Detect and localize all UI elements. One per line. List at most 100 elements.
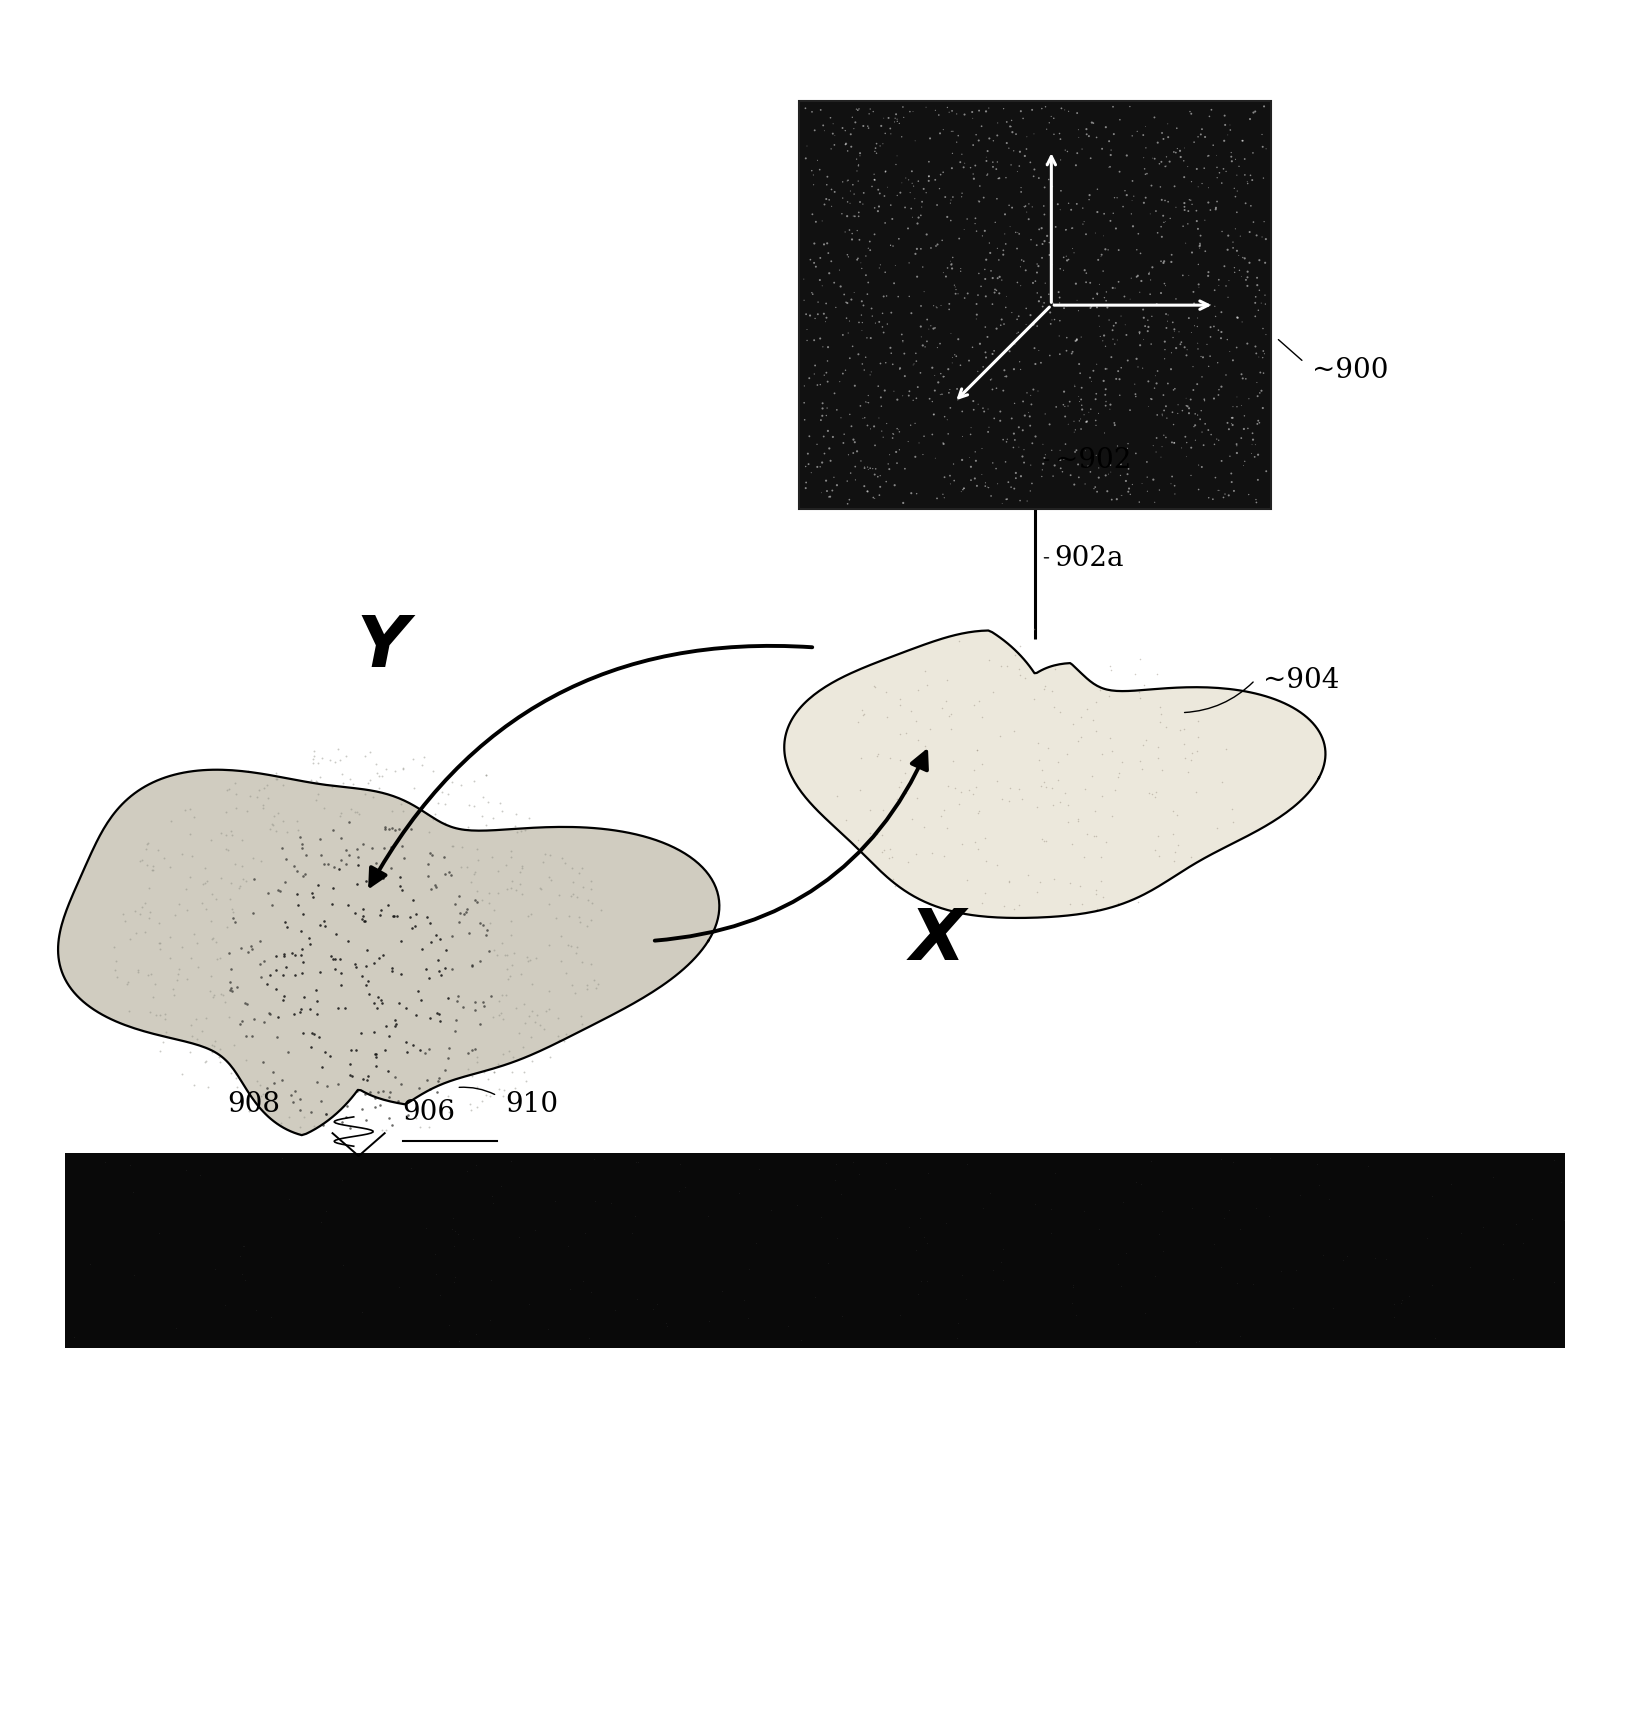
Point [1019,95,1045,123]
Point [422,921,448,949]
Point [1099,803,1125,831]
Point [383,1010,409,1038]
Point [916,163,942,191]
Point [923,97,949,125]
Point [1123,383,1149,411]
Point [453,1157,479,1185]
Point [425,1067,452,1095]
Point [1247,276,1273,304]
Point [1040,290,1066,318]
Point [1152,300,1178,328]
Point [378,958,404,985]
Point [1151,422,1177,449]
Point [1104,326,1130,354]
Point [926,101,952,128]
Point [308,841,334,869]
Point [1198,314,1224,342]
Point [461,1034,487,1062]
Point [1037,298,1063,326]
Point [1126,488,1152,515]
Point [1074,694,1100,722]
Point [1120,121,1146,149]
Point [1224,430,1250,458]
Point [292,984,318,1012]
Point [306,911,333,939]
Point [862,167,888,194]
Point [1068,415,1094,442]
Point [918,715,944,743]
Point [1076,180,1102,208]
Point [895,215,921,243]
Point [417,1005,443,1032]
Point [207,944,233,972]
Point [1090,222,1117,250]
Point [879,298,905,326]
Point [363,848,390,876]
Point [192,1046,218,1074]
Point [267,878,293,906]
Point [173,1157,199,1185]
Point [1071,843,1097,871]
Point [197,977,223,1005]
Point [1138,265,1164,293]
Point [1089,241,1115,269]
Point [874,311,900,338]
Point [381,1006,408,1034]
Point [1032,444,1058,472]
Point [862,194,888,222]
Point [282,942,308,970]
Point [344,869,370,897]
Point [836,217,862,245]
Point [932,687,958,715]
Point [989,1267,1015,1294]
Point [1192,154,1218,182]
Point [319,890,346,918]
Point [336,809,362,836]
Point [822,380,848,408]
Point [326,1070,352,1098]
Point [1081,285,1107,312]
Point [489,796,515,824]
Point [575,1324,601,1352]
Point [927,330,954,357]
Point [1154,142,1180,170]
Point [414,902,440,930]
Point [222,909,248,937]
Point [1178,434,1205,462]
Point [375,1057,401,1084]
Point [1149,1197,1175,1225]
Point [145,836,171,864]
Point [238,932,264,959]
Point [1183,196,1209,224]
Point [1004,305,1030,333]
Point [882,104,908,132]
Point [222,909,248,937]
Point [262,956,289,984]
Point [813,170,839,198]
Point [1064,286,1090,314]
Point [965,187,991,215]
Point [652,1308,678,1336]
Point [456,920,482,947]
Point [399,746,425,774]
Point [1134,463,1161,491]
Point [476,909,502,937]
Point [890,326,916,354]
Point [337,1114,363,1142]
Point [117,1152,143,1180]
Point [976,94,1002,121]
Point [898,194,924,222]
Point [1177,385,1203,413]
Point [1076,186,1102,213]
Point [139,857,165,885]
Point [1053,430,1079,458]
Point [1192,387,1218,415]
Point [1007,349,1033,376]
Point [949,179,975,206]
Point [360,989,386,1017]
Point [927,802,954,829]
Point [377,1083,403,1110]
Point [463,1093,489,1121]
Point [473,921,499,949]
Point [411,743,437,770]
